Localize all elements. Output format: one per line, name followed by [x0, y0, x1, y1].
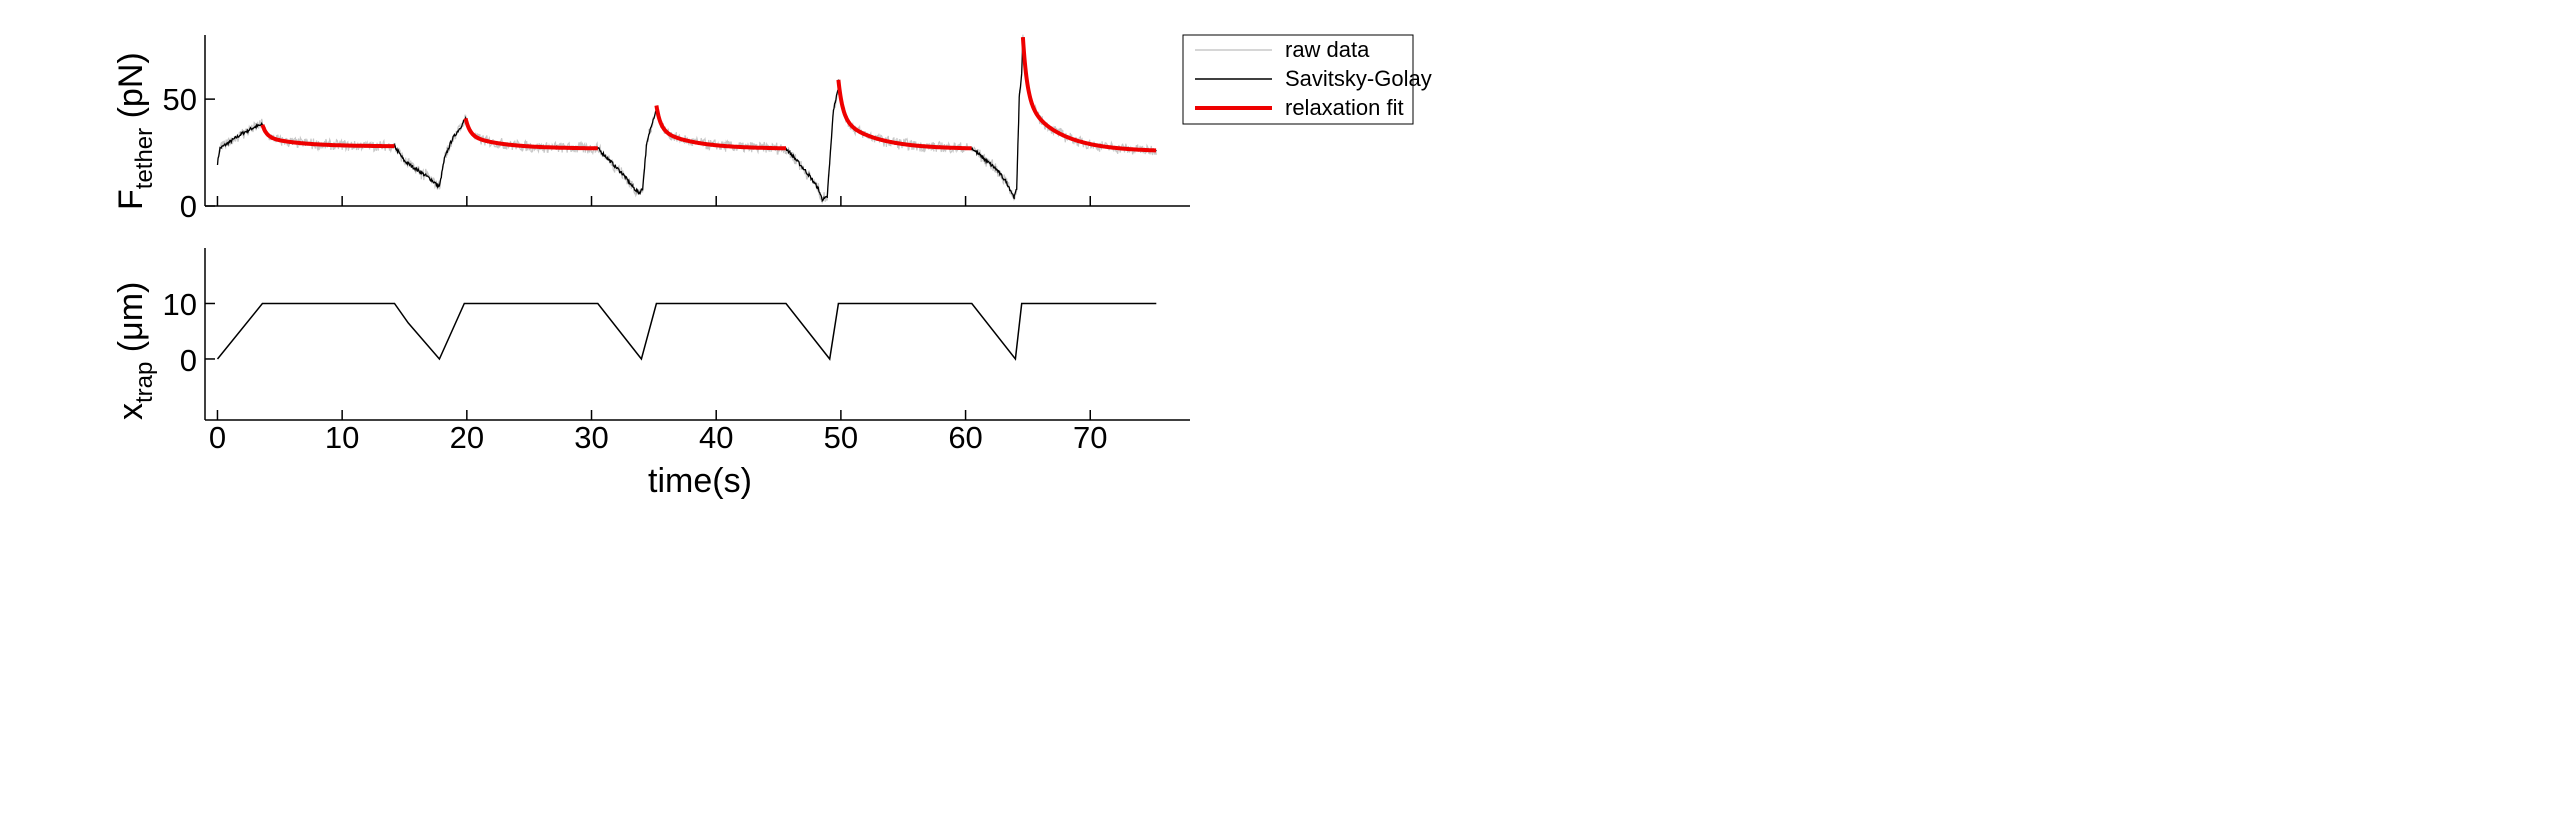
legend: raw data Savitsky-Golay relaxation fit: [1182, 34, 1432, 125]
xtick-label: 30: [574, 420, 608, 455]
relaxation-fit-line: [260, 124, 395, 149]
force-y-axis-title: Ftether (pN): [112, 52, 158, 210]
x-axis-title: time(s): [648, 462, 752, 500]
x-trap-line: [216, 302, 1157, 361]
legend-label-fit: relaxation fit: [1285, 95, 1404, 120]
relaxation-fit-line: [836, 79, 972, 151]
legend-label-sg: Savitsky-Golay: [1285, 66, 1432, 91]
trap-plot-data: [216, 302, 1157, 361]
xtick-label: 40: [699, 420, 733, 455]
xtick-label: 70: [1073, 420, 1107, 455]
xtick-label: 60: [948, 420, 982, 455]
trap-y-axis-title: xtrap (μm): [112, 282, 158, 420]
trap-ytick-label: 10: [163, 287, 197, 322]
force-ytick-label: 0: [180, 189, 197, 224]
relaxation-fit-line: [1020, 36, 1157, 153]
force-panel: 0 50 Ftether (pN): [112, 34, 1190, 224]
xtick-label: 0: [209, 420, 226, 455]
force-ytick-label: 50: [163, 82, 197, 117]
xtick-label: 20: [450, 420, 484, 455]
relaxation-fit-line: [654, 105, 786, 151]
trap-ytick-label: 0: [180, 343, 197, 378]
xtick-label: 10: [325, 420, 359, 455]
xtick-label: 50: [824, 420, 858, 455]
trap-position-panel: 0 10 xtrap (μm) 0 10 20 30 40 50 60 70 time(s): [112, 248, 1190, 500]
relaxation-fit-line: [463, 117, 598, 151]
legend-label-raw: raw data: [1285, 37, 1370, 62]
force-plot-data: [216, 34, 1157, 204]
